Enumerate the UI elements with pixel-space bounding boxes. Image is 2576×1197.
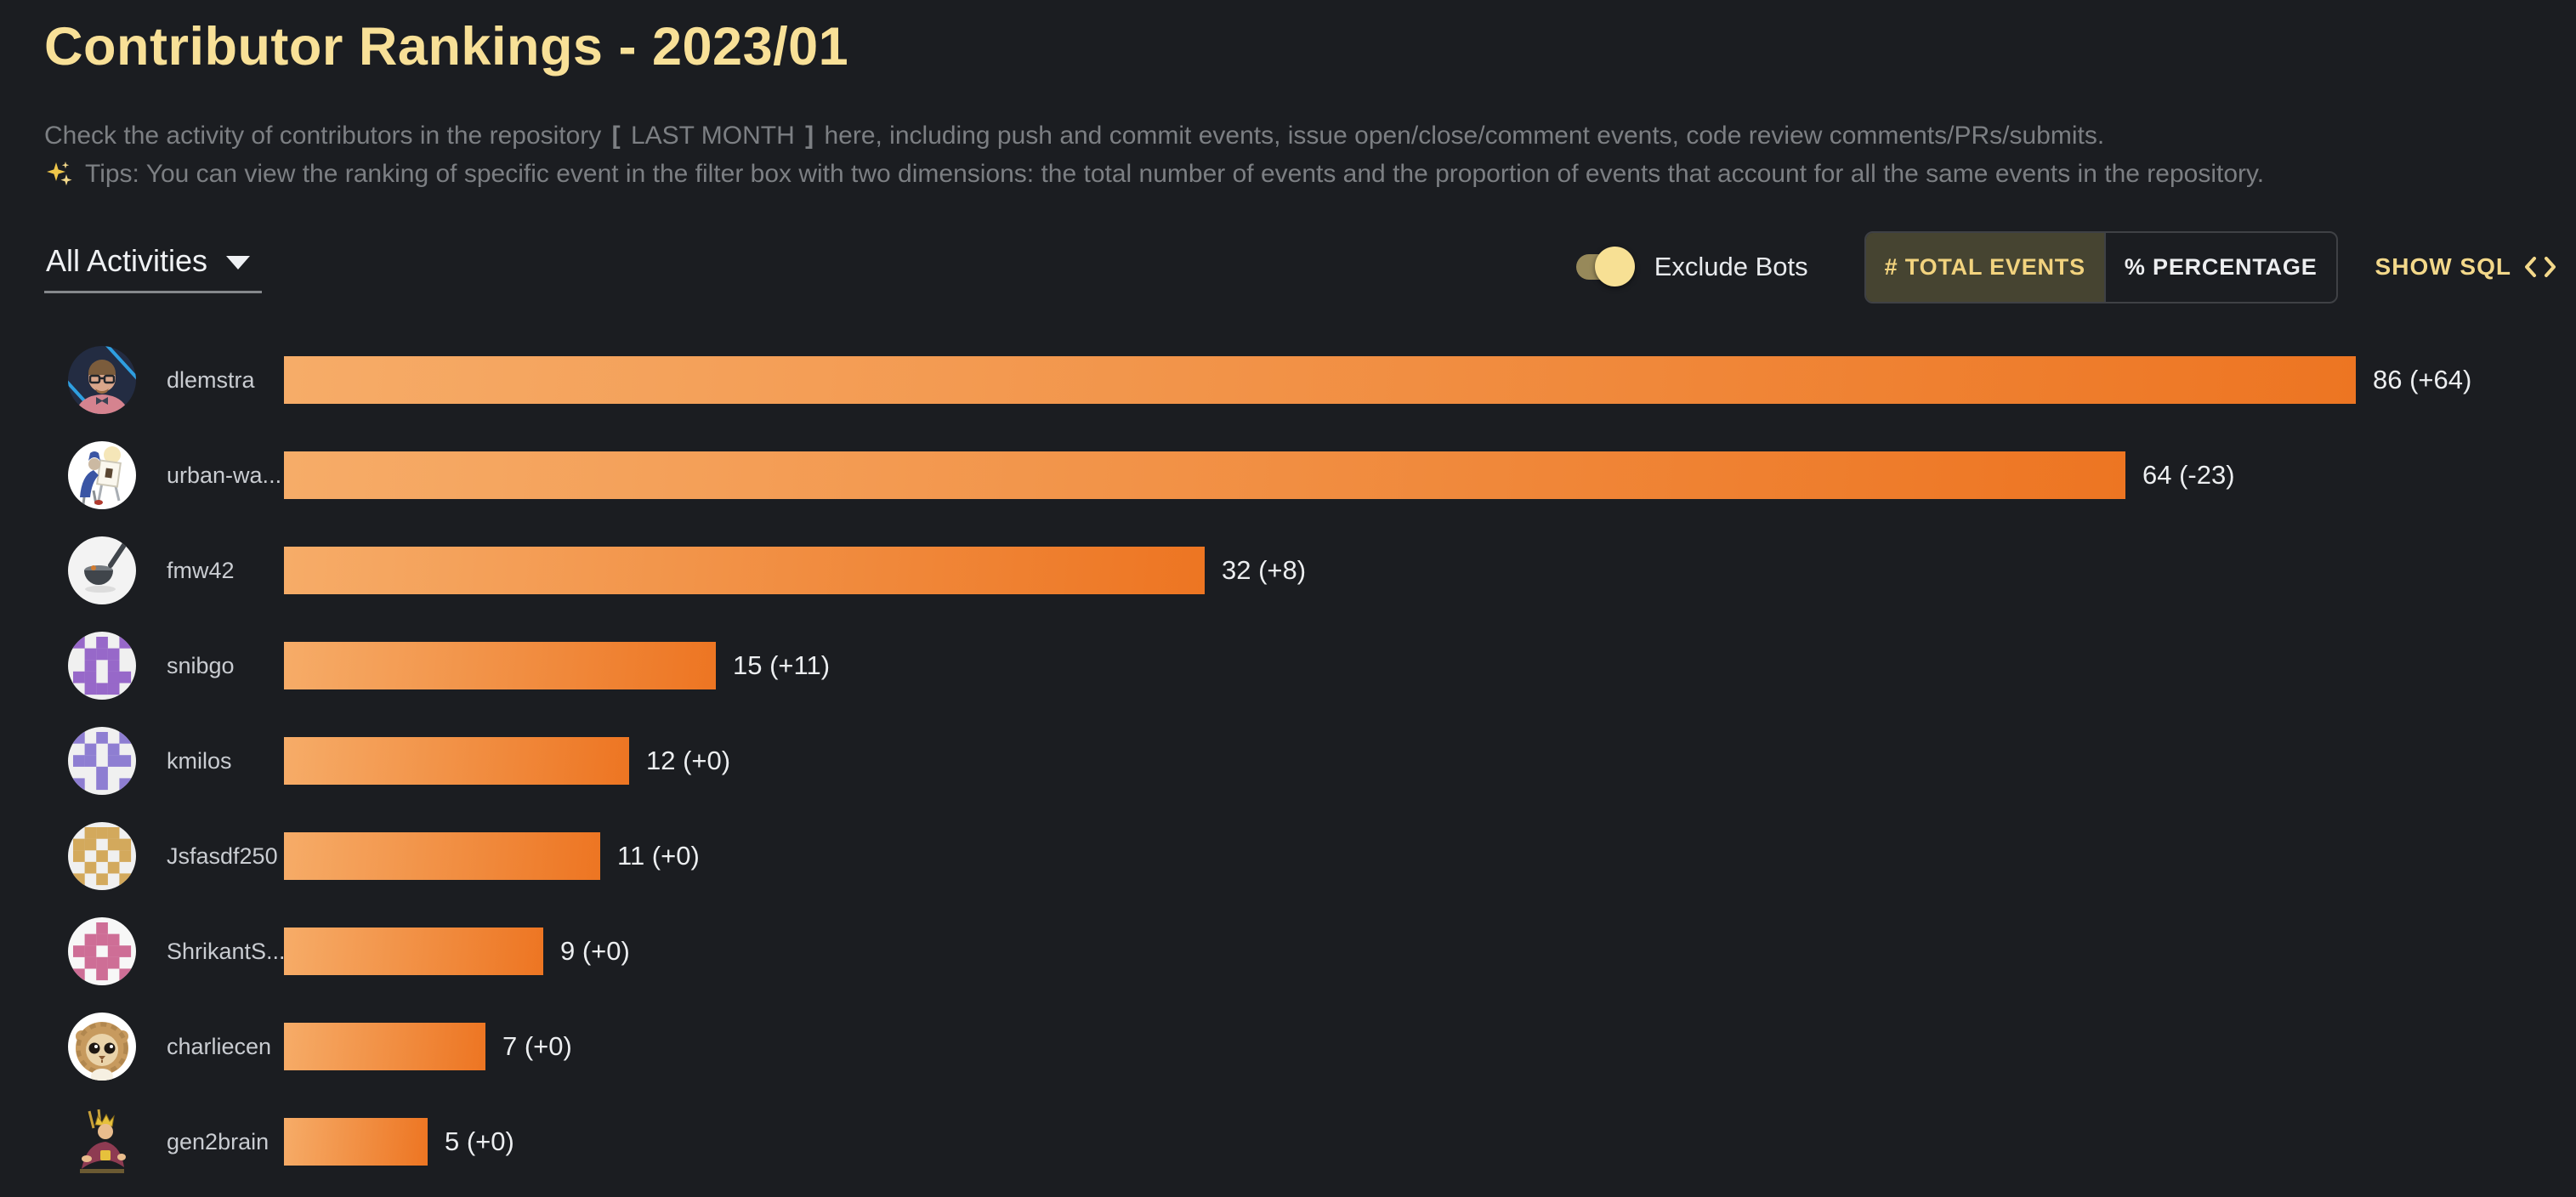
code-icon [2525, 257, 2556, 277]
activity-bar [284, 832, 600, 880]
avatar [68, 822, 136, 890]
activity-filter-value: All Activities [46, 242, 208, 278]
contributor-row[interactable]: fmw42 32 (+8) [44, 523, 2557, 618]
exclude-bots-toggle[interactable]: Exclude Bots [1575, 247, 1864, 286]
contributor-row[interactable]: ShrikantS... 9 (+0) [44, 904, 2557, 999]
avatar [68, 917, 136, 985]
tips-line: Tips: You can view the ranking of specif… [44, 159, 2557, 190]
avatar [68, 346, 136, 414]
activity-bar [284, 737, 629, 785]
activity-bar [284, 451, 2125, 499]
contributor-name: kmilos [167, 747, 232, 774]
controls-right-cluster: Exclude Bots # TOTAL EVENTS % PERCENTAGE… [1575, 230, 2557, 304]
contributor-bar-chart: dlemstra 86 (+64) urban-wa... 64 (-23) fmw… [44, 332, 2557, 1189]
value-label: 32 (+8) [1222, 555, 1307, 585]
contributor-row[interactable]: dlemstra 86 (+64) [44, 332, 2557, 428]
value-label: 64 (-23) [2142, 460, 2235, 490]
value-label: 7 (+0) [502, 1031, 572, 1061]
page-title: Contributor Rankings - 2023/01 [44, 17, 849, 77]
percentage-button[interactable]: % PERCENTAGE [2103, 232, 2336, 302]
contributor-row[interactable]: gen2brain 5 (+0) [44, 1094, 2557, 1189]
exclude-bots-label: Exclude Bots [1654, 252, 1808, 281]
value-label: 12 (+0) [646, 746, 731, 775]
contributor-name: ShrikantS... [167, 938, 284, 964]
contributor-name: fmw42 [167, 557, 235, 583]
value-label: 86 (+64) [2373, 365, 2472, 394]
avatar [68, 1108, 136, 1176]
sparkles-icon [47, 162, 72, 186]
activity-bar [284, 642, 716, 689]
activity-bar [284, 1118, 428, 1166]
contributor-row[interactable]: kmilos 12 (+0) [44, 713, 2557, 808]
controls-bar: All Activities Exclude Bots # TOTAL EVEN… [44, 230, 2557, 304]
contributor-name: charliecen [167, 1033, 272, 1059]
value-label: 5 (+0) [445, 1126, 514, 1156]
value-label: 11 (+0) [617, 841, 700, 871]
contributor-name: Jsfasdf250 [167, 842, 278, 869]
metric-toggle-group: # TOTAL EVENTS % PERCENTAGE [1864, 230, 2338, 304]
contributor-row[interactable]: snibgo 15 (+11) [44, 618, 2557, 713]
contributor-row[interactable]: Jsfasdf250 11 (+0) [44, 808, 2557, 904]
avatar [68, 536, 136, 604]
activity-bar [284, 356, 2356, 404]
contributor-name: urban-wa... [167, 462, 282, 488]
avatar [68, 1013, 136, 1081]
value-label: 9 (+0) [560, 936, 630, 966]
avatar [68, 441, 136, 509]
contributor-name: gen2brain [167, 1128, 270, 1154]
toggle-thumb [1594, 247, 1635, 286]
avatar [68, 727, 136, 795]
avatar [68, 632, 136, 700]
tips-text: Tips: You can view the ranking of specif… [85, 160, 2265, 188]
activity-filter-select[interactable]: All Activities [44, 241, 263, 293]
toggle-switch[interactable] [1575, 247, 1635, 286]
total-events-button[interactable]: # TOTAL EVENTS [1865, 232, 2104, 302]
chevron-down-icon [226, 255, 251, 269]
activity-bar [284, 547, 1205, 594]
contributor-row[interactable]: urban-wa... 64 (-23) [44, 428, 2557, 523]
value-label: 15 (+11) [733, 650, 831, 680]
activity-bar [284, 928, 543, 975]
contributor-name: snibgo [167, 652, 235, 678]
show-sql-label: SHOW SQL [2375, 253, 2511, 280]
contributor-row[interactable]: charliecen 7 (+0) [44, 999, 2557, 1094]
activity-bar [284, 1023, 485, 1070]
show-sql-button[interactable]: SHOW SQL [2375, 253, 2557, 281]
contributor-name: dlemstra [167, 366, 255, 393]
page-description: Check the activity of contributors in th… [44, 122, 2105, 150]
